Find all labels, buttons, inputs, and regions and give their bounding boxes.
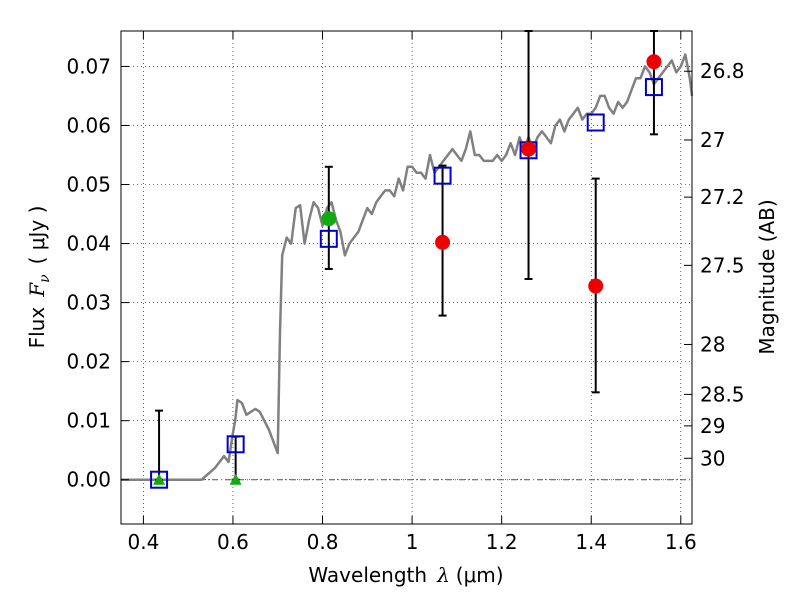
model-square-marker [433, 166, 452, 185]
upper-limit-triangle-marker [229, 473, 242, 485]
plot-frame [120, 30, 693, 525]
detection-dot-marker [435, 234, 451, 250]
magnitude-tick-label: 27 [700, 128, 725, 152]
grid-lines [121, 31, 692, 524]
error-bars [155, 30, 658, 481]
y-tick-label: 0.07 [66, 54, 111, 78]
x-tick-label: 1.2 [486, 530, 518, 554]
detection-markers [321, 54, 662, 294]
x-tick-label: 1 [406, 530, 419, 554]
detection-dot-marker [646, 54, 662, 70]
y-tick-label: 0.01 [66, 409, 111, 433]
y-tick-label: 0.05 [66, 173, 111, 197]
y-tick-label: 0.06 [66, 113, 111, 137]
x-tick-label: 1.4 [575, 530, 607, 554]
x-axis-ticks: 0.4 0.6 0.8 1 1.2 1.4 1.6 [127, 31, 697, 554]
model-square-marker [319, 229, 338, 248]
magnitude-tick-label: 29 [700, 414, 725, 438]
y-tick-label: 0.00 [66, 468, 111, 492]
model-square-marker [226, 435, 245, 454]
magnitude-tick-label: 27.5 [700, 253, 745, 277]
model-photometry-markers [150, 78, 663, 489]
magnitude-tick-label: 28.5 [700, 382, 745, 406]
magnitude-tick-label: 26.8 [700, 59, 745, 83]
x-tick-label: 0.4 [127, 530, 159, 554]
upper-limit-triangle-marker [153, 473, 166, 485]
detection-dot-marker [521, 141, 537, 157]
magnitude-tick-label: 28 [700, 332, 725, 356]
detection-dot-marker [588, 278, 604, 294]
x-axis-title: Wavelength λ (μm) [308, 563, 503, 587]
model-square-marker [150, 470, 169, 489]
y-tick-label: 0.04 [66, 232, 111, 256]
y-axis-ticks: 0.00 0.01 0.02 0.03 0.04 0.05 0.06 0.07 [66, 54, 129, 492]
model-square-marker [586, 113, 605, 132]
detection-dot-marker [321, 211, 337, 227]
magnitude-tick-label: 27.2 [700, 185, 745, 209]
magnitude-tick-label: 30 [700, 446, 725, 470]
y-tick-label: 0.02 [66, 350, 111, 374]
y-axis-title: FluxFν( μJy ) [25, 206, 53, 349]
sed-model-line [121, 53, 694, 481]
model-square-marker [644, 78, 663, 97]
x-tick-label: 0.6 [217, 530, 249, 554]
x-tick-label: 0.8 [307, 530, 339, 554]
upper-limit-markers [153, 473, 242, 485]
magnitude-axis-ticks: 26.8 27 27.2 27.5 28 28.5 29 30 [684, 59, 745, 470]
magnitude-axis-title: Magnitude (AB) [755, 199, 779, 354]
x-tick-label: 1.6 [665, 530, 697, 554]
y-tick-label: 0.03 [66, 291, 111, 315]
